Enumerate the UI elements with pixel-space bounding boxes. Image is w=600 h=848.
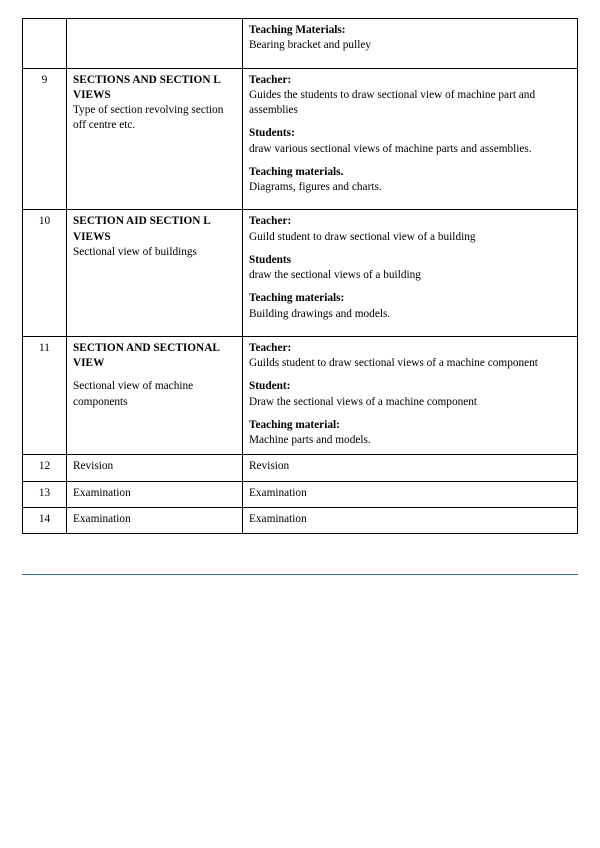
topic-cell: Revision (67, 455, 243, 481)
students-label: Students: (249, 126, 571, 141)
page: Teaching Materials: Bearing bracket and … (0, 0, 600, 597)
table-row: 10 SECTION AID SECTION L VIEWS Sectional… (23, 210, 578, 337)
materials-text: Building drawings and models. (249, 307, 571, 322)
activity-cell: Teacher: Guides the students to draw sec… (243, 68, 578, 210)
activity-cell: Examination (243, 507, 578, 533)
students-text: Draw the sectional views of a machine co… (249, 395, 571, 410)
activity-cell: Examination (243, 481, 578, 507)
students-label: Student: (249, 379, 571, 394)
teacher-text: Guides the students to draw sectional vi… (249, 88, 571, 119)
table-row: 9 SECTIONS AND SECTION L VIEWS Type of s… (23, 68, 578, 210)
materials-text: Machine parts and models. (249, 433, 571, 448)
teacher-text: Guilds student to draw sectional views o… (249, 356, 571, 371)
materials-label: Teaching materials: (249, 291, 571, 306)
table-row: 12 Revision Revision (23, 455, 578, 481)
week-number: 13 (23, 481, 67, 507)
materials-text: Bearing bracket and pulley (249, 38, 571, 53)
activity-cell: Teacher: Guild student to draw sectional… (243, 210, 578, 337)
table-row: 14 Examination Examination (23, 507, 578, 533)
topic-cell: SECTION AND SECTIONAL VIEW Sectional vie… (67, 336, 243, 455)
table-row: 13 Examination Examination (23, 481, 578, 507)
topic-desc: Type of section revolving section off ce… (73, 103, 236, 134)
week-number: 14 (23, 507, 67, 533)
topic-cell: SECTION AID SECTION L VIEWS Sectional vi… (67, 210, 243, 337)
topic-cell: Examination (67, 481, 243, 507)
topic-desc: Sectional view of machine components (73, 379, 236, 410)
students-label: Students (249, 253, 571, 268)
materials-label: Teaching materials. (249, 165, 571, 180)
materials-label: Teaching Materials: (249, 23, 571, 38)
syllabus-table: Teaching Materials: Bearing bracket and … (22, 18, 578, 534)
topic-title: SECTION AID SECTION L VIEWS (73, 214, 236, 245)
topic-cell: SECTIONS AND SECTION L VIEWS Type of sec… (67, 68, 243, 210)
week-number: 12 (23, 455, 67, 481)
topic-title: SECTIONS AND SECTION L VIEWS (73, 73, 236, 104)
students-text: draw various sectional views of machine … (249, 142, 571, 157)
topic-cell (67, 19, 243, 69)
table-row: 11 SECTION AND SECTIONAL VIEW Sectional … (23, 336, 578, 455)
week-number: 10 (23, 210, 67, 337)
activity-cell: Teaching Materials: Bearing bracket and … (243, 19, 578, 69)
teacher-label: Teacher: (249, 73, 571, 88)
table-row: Teaching Materials: Bearing bracket and … (23, 19, 578, 69)
activity-cell: Teacher: Guilds student to draw sectiona… (243, 336, 578, 455)
horizontal-rule (22, 574, 578, 575)
materials-label: Teaching material: (249, 418, 571, 433)
materials-text: Diagrams, figures and charts. (249, 180, 571, 195)
teacher-text: Guild student to draw sectional view of … (249, 230, 571, 245)
teacher-label: Teacher: (249, 214, 571, 229)
week-number: 9 (23, 68, 67, 210)
teacher-label: Teacher: (249, 341, 571, 356)
topic-desc: Sectional view of buildings (73, 245, 236, 260)
students-text: draw the sectional views of a building (249, 268, 571, 283)
week-number: 11 (23, 336, 67, 455)
week-number (23, 19, 67, 69)
topic-title: SECTION AND SECTIONAL VIEW (73, 341, 236, 372)
topic-cell: Examination (67, 507, 243, 533)
activity-cell: Revision (243, 455, 578, 481)
